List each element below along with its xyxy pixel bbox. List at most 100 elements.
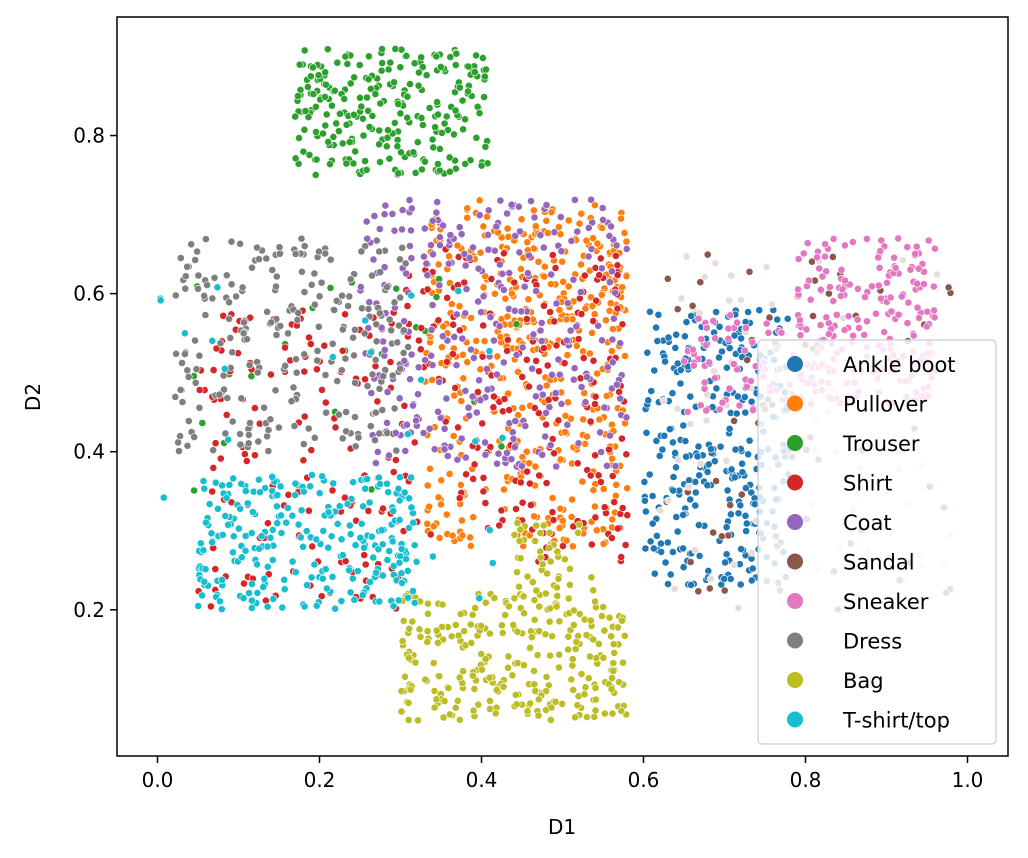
scatter-point-dress	[299, 440, 308, 448]
scatter-point-sandal	[745, 267, 754, 276]
scatter-point-shirt	[360, 551, 369, 559]
scatter-point-shirt	[499, 249, 508, 258]
scatter-point-trouser	[477, 161, 486, 170]
scatter-point-pullover	[479, 222, 488, 231]
scatter-point-coat	[606, 431, 614, 440]
scatter-point-bag	[591, 706, 600, 715]
scatter-point-trouser	[455, 83, 464, 92]
scatter-point-dress	[267, 318, 276, 327]
scatter-point-bag	[492, 686, 501, 694]
scatter-point-bag	[599, 653, 608, 662]
scatter-point-dress	[387, 326, 396, 335]
scatter-point-coat	[499, 285, 508, 294]
scatter-point-bag	[586, 616, 595, 625]
scatter-point-t-shirt-top	[475, 594, 484, 603]
scatter-point-sandal	[747, 549, 756, 557]
scatter-point-t-shirt-top	[358, 591, 367, 600]
scatter-point-shirt	[589, 356, 598, 365]
scatter-point-coat	[528, 364, 536, 373]
scatter-point-bag	[546, 557, 555, 566]
scatter-point-bag	[414, 716, 422, 725]
scatter-point-coat	[484, 245, 493, 254]
scatter-point-bag	[586, 652, 594, 661]
scatter-point-ankle-boot	[727, 510, 735, 519]
scatter-point-coat	[573, 227, 582, 236]
scatter-point-sandal	[944, 283, 953, 292]
scatter-point-coat	[450, 332, 459, 341]
scatter-point-sneaker	[829, 297, 838, 305]
scatter-point-coat	[380, 263, 389, 272]
legend-label: Sandal	[843, 551, 915, 575]
scatter-point-sneaker	[794, 285, 802, 294]
scatter-point-bag	[513, 627, 522, 636]
scatter-point-ankle-boot	[712, 308, 720, 316]
scatter-point-coat	[364, 324, 373, 332]
scatter-point-coat	[425, 424, 434, 433]
scatter-point-shirt	[455, 494, 464, 502]
scatter-point-bag	[526, 643, 534, 652]
scatter-point-pullover	[434, 260, 443, 269]
scatter-point-shirt	[551, 264, 560, 272]
scatter-point-sneaker	[904, 298, 913, 307]
scatter-point-dress	[281, 361, 289, 370]
scatter-point-coat	[435, 281, 444, 290]
scatter-point-dress	[342, 408, 350, 416]
scatter-point-t-shirt-top	[259, 583, 268, 591]
scatter-point-bag	[614, 623, 622, 632]
scatter-point-coat	[401, 446, 410, 455]
scatter-point-dress	[398, 243, 407, 252]
scatter-point-bag	[555, 663, 563, 672]
scatter-point-ankle-boot	[687, 311, 696, 320]
scatter-point-trouser	[440, 119, 449, 128]
scatter-point-ankle-boot	[738, 468, 747, 477]
scatter-point-dress	[171, 392, 180, 401]
scatter-point-t-shirt-top	[350, 595, 359, 604]
scatter-point-trouser	[349, 159, 358, 168]
scatter-point-bag	[539, 521, 548, 530]
scatter-point-bag	[532, 586, 541, 595]
scatter-point-dress	[181, 284, 190, 293]
scatter-point-bag	[416, 632, 425, 641]
scatter-point-coat	[380, 210, 389, 219]
scatter-point-t-shirt-top	[213, 283, 222, 292]
scatter-point-coat	[598, 336, 606, 345]
scatter-point-coat	[356, 282, 365, 291]
scatter-point-pullover	[608, 420, 616, 429]
scatter-point-dress	[219, 371, 228, 380]
scatter-point-shirt	[479, 473, 488, 482]
scatter-point-sandal	[659, 396, 668, 405]
scatter-point-shirt	[552, 341, 561, 350]
scatter-point-coat	[363, 234, 372, 243]
scatter-point-t-shirt-top	[283, 504, 292, 512]
scatter-point-t-shirt-top	[255, 544, 264, 553]
scatter-point-t-shirt-top	[409, 518, 418, 527]
scatter-point-pullover	[561, 428, 569, 436]
scatter-point-bag	[515, 582, 523, 591]
scatter-point-ankle-boot	[652, 323, 660, 332]
scatter-point-bag	[430, 687, 439, 695]
scatter-point-trouser	[432, 293, 441, 301]
scatter-point-t-shirt-top	[471, 437, 480, 446]
scatter-point-trouser	[365, 123, 374, 131]
scatter-point-sneaker	[764, 328, 773, 337]
scatter-point-dress	[210, 273, 219, 282]
scatter-point-sneaker	[762, 319, 771, 328]
scatter-point-trouser	[436, 63, 445, 71]
scatter-point-bag	[404, 699, 413, 707]
scatter-point-shirt	[486, 443, 495, 451]
scatter-point-t-shirt-top	[369, 553, 378, 562]
scatter-point-trouser	[319, 129, 327, 138]
scatter-point-shirt	[341, 310, 349, 319]
scatter-point-coat	[576, 288, 585, 296]
scatter-point-shirt	[299, 456, 308, 465]
scatter-point-t-shirt-top	[351, 541, 360, 549]
scatter-point-bag	[398, 637, 407, 645]
scatter-point-trouser	[451, 61, 460, 69]
scatter-point-coat	[390, 226, 399, 235]
scatter-point-coat	[569, 275, 578, 284]
scatter-point-coat	[427, 351, 436, 360]
scatter-point-sandal	[829, 252, 837, 261]
scatter-point-dress	[209, 446, 218, 455]
scatter-point-t-shirt-top	[280, 585, 289, 594]
scatter-point-t-shirt-top	[159, 493, 168, 502]
